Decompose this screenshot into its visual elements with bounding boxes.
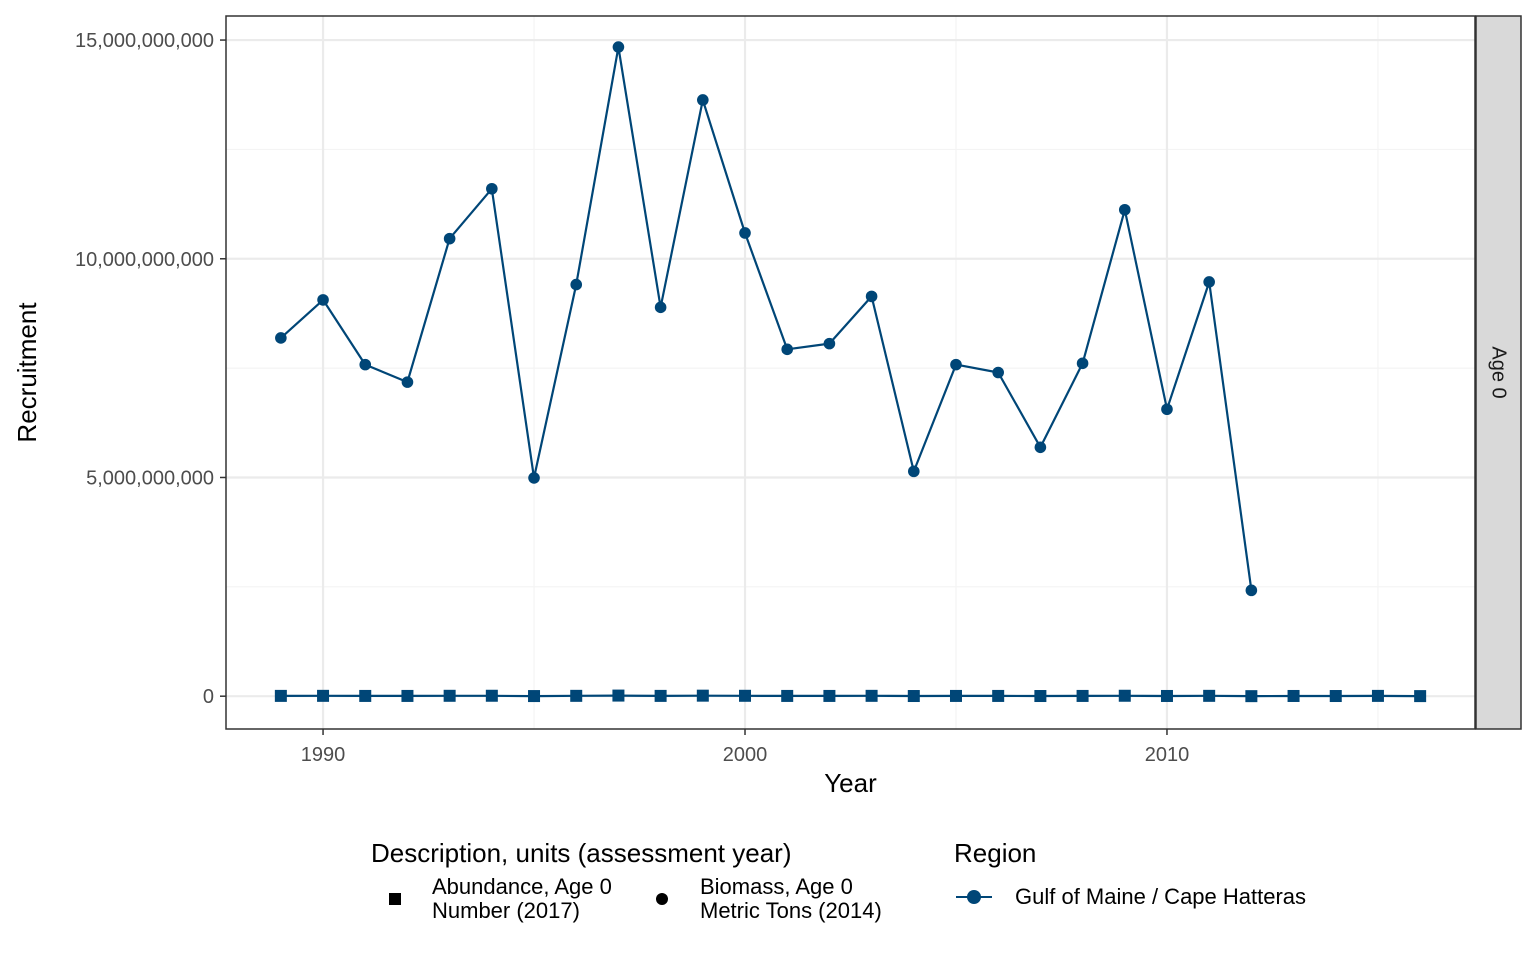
data-point-abundance (654, 689, 667, 702)
legend: Description, units (assessment year) Abu… (0, 838, 1536, 948)
x-tick-label: 2000 (723, 744, 768, 766)
panel-border-rect (225, 15, 1476, 730)
recruitment-chart: Age 0 1990 2000 2010 0 5,000,000,000 10,000,… (12, 15, 1522, 798)
data-point-biomass (823, 337, 836, 350)
data-point-abundance (739, 689, 752, 702)
data-point-biomass (1161, 403, 1173, 416)
data-point-abundance (570, 689, 583, 702)
data-point-biomass (359, 358, 372, 371)
legend-label-abundance: Abundance, Age 0 Number (2017) (432, 875, 612, 923)
x-tick-label: 1990 (301, 744, 346, 766)
data-point-abundance (1203, 689, 1216, 702)
data-point-biomass (1034, 441, 1047, 454)
y-tick-label: 10,000,000,000 (75, 249, 214, 271)
circle-marker-icon (656, 893, 668, 905)
legend-region-group: Region Gulf of Maine / Cape Hatteras (954, 838, 1306, 939)
data-point-abundance (1160, 689, 1173, 702)
data-point-abundance (443, 689, 456, 702)
data-point-abundance (949, 689, 962, 702)
data-point-biomass (1203, 276, 1215, 288)
data-point-biomass (697, 94, 709, 106)
data-point-abundance (317, 689, 330, 702)
data-point-abundance (1329, 690, 1342, 703)
data-point-abundance (1371, 689, 1384, 702)
data-point-biomass (1245, 584, 1258, 597)
series-line-biomass (280, 45, 1253, 591)
data-point-biomass (528, 472, 540, 484)
data-point-biomass (486, 182, 498, 195)
panel-border (225, 15, 1476, 730)
legend-key-circle (642, 877, 682, 921)
data-point-abundance (992, 689, 1005, 702)
legend-item-abundance: Abundance, Age 0 Number (2017) (375, 875, 612, 923)
legend-description-group: Description, units (assessment year) Abu… (371, 838, 882, 939)
legend-item-biomass: Biomass, Age 0 Metric Tons (2014) (642, 875, 882, 923)
data-point-abundance (781, 689, 794, 702)
data-point-biomass (654, 301, 667, 314)
series-line-abundance (280, 694, 1421, 698)
data-point-biomass (907, 465, 920, 478)
data-point-abundance (274, 689, 287, 702)
facet-strip-background (1475, 15, 1522, 730)
legend-description-title: Description, units (assessment year) (371, 838, 792, 868)
y-axis-ticks: 0 5,000,000,000 10,000,000,000 15,000,000,0… (75, 30, 226, 708)
legend-label-biomass-line1: Biomass, Age 0 (700, 874, 853, 899)
data-point-abundance (359, 689, 372, 702)
legend-label-gulf-of-maine: Gulf of Maine / Cape Hatteras (1015, 884, 1307, 909)
legend-key-line-point (954, 875, 994, 919)
data-point-abundance (401, 689, 414, 702)
data-point-biomass (275, 332, 287, 344)
data-point-biomass (992, 366, 1004, 379)
legend-label-abundance-line1: Abundance, Age 0 (432, 874, 612, 899)
data-point-abundance (1245, 690, 1258, 703)
x-tick-label: 2010 (1145, 744, 1190, 766)
series-layer (274, 41, 1427, 703)
data-point-abundance (1118, 689, 1131, 702)
data-point-abundance (696, 689, 709, 702)
x-axis-ticks: 1990 2000 2010 (301, 729, 1189, 766)
square-marker-icon (389, 893, 401, 905)
data-point-biomass (950, 358, 962, 371)
legend-label-abundance-line2: Number (2017) (432, 898, 580, 923)
data-point-biomass (1076, 357, 1089, 370)
y-tick-label: 5,000,000,000 (86, 467, 214, 489)
plot-panel-background (226, 16, 1475, 729)
data-point-abundance (528, 690, 541, 703)
data-point-biomass (317, 294, 329, 306)
data-point-abundance (485, 689, 498, 702)
legend-description-items: Abundance, Age 0 Number (2017) Biomass, … (371, 869, 882, 939)
data-point-abundance (823, 689, 836, 702)
point-marker-icon (967, 890, 981, 904)
plot-panel (226, 16, 1475, 729)
data-point-abundance (612, 689, 625, 702)
legend-item-gulf-of-maine: Gulf of Maine / Cape Hatteras (954, 875, 1306, 919)
y-tick-label: 0 (203, 686, 214, 708)
data-point-abundance (865, 689, 878, 702)
data-point-biomass (1118, 203, 1131, 216)
data-point-abundance (907, 690, 920, 703)
x-axis-title: Year (824, 768, 877, 798)
data-point-biomass (865, 290, 878, 303)
data-point-biomass (739, 227, 751, 239)
legend-label-biomass: Biomass, Age 0 Metric Tons (2014) (700, 875, 882, 923)
y-tick-label: 15,000,000,000 (75, 30, 214, 52)
legend-label-biomass-line2: Metric Tons (2014) (700, 898, 882, 923)
data-point-abundance (1414, 690, 1427, 703)
data-point-biomass (781, 343, 794, 356)
data-point-biomass (570, 278, 583, 291)
data-point-biomass (612, 41, 625, 53)
facet-strip: Age 0 (1475, 15, 1522, 730)
data-point-abundance (1076, 689, 1089, 702)
facet-strip-label: Age 0 (1488, 346, 1510, 398)
legend-region-title: Region (954, 838, 1037, 868)
data-point-biomass (401, 376, 414, 388)
data-point-abundance (1287, 689, 1300, 702)
minor-gridlines (226, 16, 1475, 729)
data-point-abundance (1034, 690, 1047, 703)
y-axis-title: Recruitment (12, 302, 42, 443)
data-point-biomass (443, 232, 456, 245)
legend-region-items: Gulf of Maine / Cape Hatteras (954, 869, 1306, 939)
legend-key-square (375, 877, 415, 921)
